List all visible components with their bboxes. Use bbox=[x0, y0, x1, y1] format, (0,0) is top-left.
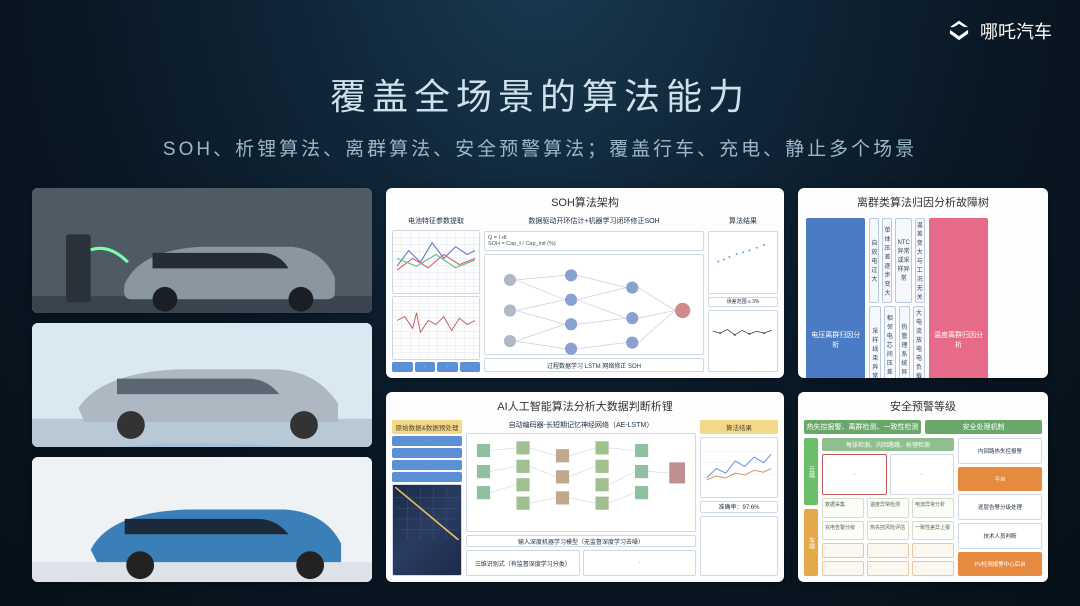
tree-kid: 大电流放电电负载突变 bbox=[913, 306, 925, 378]
safety-side-box: 逐层告警分级处理 bbox=[958, 494, 1042, 520]
safety-cell: · bbox=[867, 561, 909, 576]
fault-tree-card: 离群类算法归因分析故障树 电压离群归因分析自放电过大单体压差逐步变大NTC异常或… bbox=[798, 188, 1048, 378]
logo-icon bbox=[946, 18, 972, 44]
soh-scatter-2 bbox=[708, 310, 778, 373]
safety-side-box: 内回路热失控报警 bbox=[958, 438, 1042, 464]
soh-pill-row: ···· bbox=[392, 362, 480, 372]
safety-vbar-cloud: 云端 bbox=[804, 438, 818, 505]
tree-root-mid: 温度离群归因分析 bbox=[929, 218, 988, 378]
safety-vbar-vehicle: 车端 bbox=[804, 509, 818, 576]
soh-eq: Q = I·dt SOH = Cap_t / Cap_init (%) bbox=[484, 231, 704, 251]
ai-card: AI人工智能算法分析大数据判断析锂 原始数据&数据预处理 ···· bbox=[386, 392, 784, 582]
ai-left-head: 原始数据&数据预处理 bbox=[392, 420, 462, 434]
tree-root: 电压离群归因分析 bbox=[806, 218, 865, 378]
idle-illustration bbox=[32, 457, 372, 582]
page-title: 覆盖全场景的算法能力 bbox=[0, 68, 1080, 120]
scene-charging: 充电场景 bbox=[32, 188, 372, 313]
driving-illustration bbox=[32, 323, 372, 448]
content-grid: SOH算法架构 电池特征参数提取 ···· 数据驱动开环估计+机器学习闭环 bbox=[32, 188, 1048, 582]
safety-card: 安全预警等级 热失控报警、离群检测、一致性检测 安全处理机制 云端 车端 每张检… bbox=[798, 392, 1048, 582]
safety-cell: 温度异常检测 bbox=[867, 498, 909, 517]
page-subtitle: SOH、析锂算法、离群算法、安全预警算法；覆盖行车、充电、静止多个场景 bbox=[0, 134, 1080, 161]
tree-kid: 单体压差逐步变大 bbox=[882, 218, 892, 303]
safety-cell: 热失控风险评估 bbox=[867, 521, 909, 540]
ai-result-chart bbox=[700, 437, 778, 498]
soh-nn bbox=[484, 254, 704, 355]
charging-illustration bbox=[32, 188, 372, 313]
title-block: 覆盖全场景的算法能力 SOH、析锂算法、离群算法、安全预警算法；覆盖行车、充电、… bbox=[0, 0, 1080, 161]
soh-chart-2 bbox=[392, 296, 480, 360]
ai-title: AI人工智能算法分析大数据判断析锂 bbox=[386, 392, 784, 416]
tree-kid: 温差变大与工况无关 bbox=[915, 218, 925, 303]
ae-lstm-diagram bbox=[466, 433, 696, 532]
ai-matrix bbox=[392, 484, 462, 576]
tree-kid: 相邻电芯间压差一致 bbox=[884, 306, 896, 378]
ai-mid-head: 自动编码器-长短期记忆神经网络（AE-LSTM） bbox=[466, 420, 696, 430]
scene-idle: 静置场景 bbox=[32, 457, 372, 582]
safety-cell: · bbox=[867, 543, 909, 558]
soh-right-head: 算法结果 bbox=[708, 216, 778, 226]
tree-kid: 自放电过大 bbox=[869, 218, 879, 303]
scene-column: 充电场景 行车场景 bbox=[32, 188, 372, 582]
safety-cell: · bbox=[912, 561, 954, 576]
safety-title: 安全预警等级 bbox=[798, 392, 1048, 416]
soh-chart-1 bbox=[392, 230, 480, 294]
safety-cell: · bbox=[912, 543, 954, 558]
safety-side-box: 技术人员判断 bbox=[958, 523, 1042, 549]
soh-mid-head: 数据驱动开环估计+机器学习闭环修正SOH bbox=[484, 216, 704, 226]
brand-name: 哪吒汽车 bbox=[980, 18, 1052, 44]
soh-left-head: 电池特征参数提取 bbox=[392, 216, 480, 226]
safety-cell: 数据采集 bbox=[822, 498, 864, 517]
tree-kid: 采样线束异常 bbox=[869, 306, 881, 378]
safety-cell: · bbox=[822, 543, 864, 558]
soh-title: SOH算法架构 bbox=[386, 188, 784, 212]
tree-title: 离群类算法归因分析故障树 bbox=[798, 188, 1048, 212]
safety-cell: 电流异常分析 bbox=[912, 498, 954, 517]
soh-scatter-1 bbox=[708, 231, 778, 294]
soh-card: SOH算法架构 电池特征参数提取 ···· 数据驱动开环估计+机器学习闭环 bbox=[386, 188, 784, 378]
ai-right-head: 算法结果 bbox=[700, 420, 778, 434]
safety-cell: 一致性差异上报 bbox=[912, 521, 954, 540]
safety-cell: · bbox=[822, 561, 864, 576]
tree-kid: 热管理系统异常 bbox=[899, 306, 911, 378]
brand-logo: 哪吒汽车 bbox=[946, 18, 1052, 44]
safety-side-box: PV检测报警中心后台 bbox=[958, 552, 1042, 576]
tree-kid: NTC异常或采样异常 bbox=[895, 218, 911, 303]
safety-side-box: 平台 bbox=[958, 467, 1042, 491]
ai-result-chart-2 bbox=[700, 516, 778, 577]
safety-cell: 充电告警分级 bbox=[822, 521, 864, 540]
scene-driving: 行车场景 bbox=[32, 323, 372, 448]
